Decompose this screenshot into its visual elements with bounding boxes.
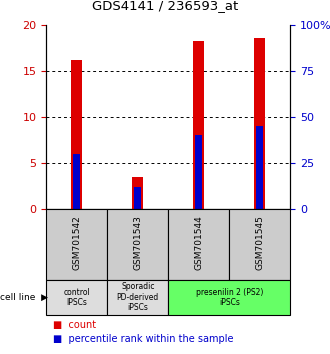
Text: Sporadic
PD-derived
iPSCs: Sporadic PD-derived iPSCs — [116, 282, 159, 312]
Bar — [168, 280, 290, 315]
Bar — [254, 38, 265, 209]
Bar — [195, 135, 202, 209]
Bar — [193, 41, 204, 209]
Bar — [132, 177, 143, 209]
Bar — [168, 209, 229, 280]
Bar — [46, 280, 107, 315]
Text: GSM701545: GSM701545 — [255, 215, 264, 270]
Text: GSM701543: GSM701543 — [133, 215, 142, 270]
Bar — [256, 126, 263, 209]
Text: ■  percentile rank within the sample: ■ percentile rank within the sample — [53, 334, 233, 344]
Bar — [229, 209, 290, 280]
Text: GSM701544: GSM701544 — [194, 216, 203, 270]
Text: cell line  ▶: cell line ▶ — [0, 293, 48, 302]
Text: ■  count: ■ count — [53, 320, 96, 330]
Text: GDS4141 / 236593_at: GDS4141 / 236593_at — [92, 0, 238, 12]
Bar — [107, 209, 168, 280]
Bar — [46, 209, 107, 280]
Text: presenilin 2 (PS2)
iPSCs: presenilin 2 (PS2) iPSCs — [196, 288, 263, 307]
Text: GSM701542: GSM701542 — [72, 216, 81, 270]
Bar — [73, 154, 80, 209]
Text: control
IPSCs: control IPSCs — [63, 288, 90, 307]
Bar — [71, 60, 82, 209]
Bar — [107, 280, 168, 315]
Bar — [134, 187, 141, 209]
